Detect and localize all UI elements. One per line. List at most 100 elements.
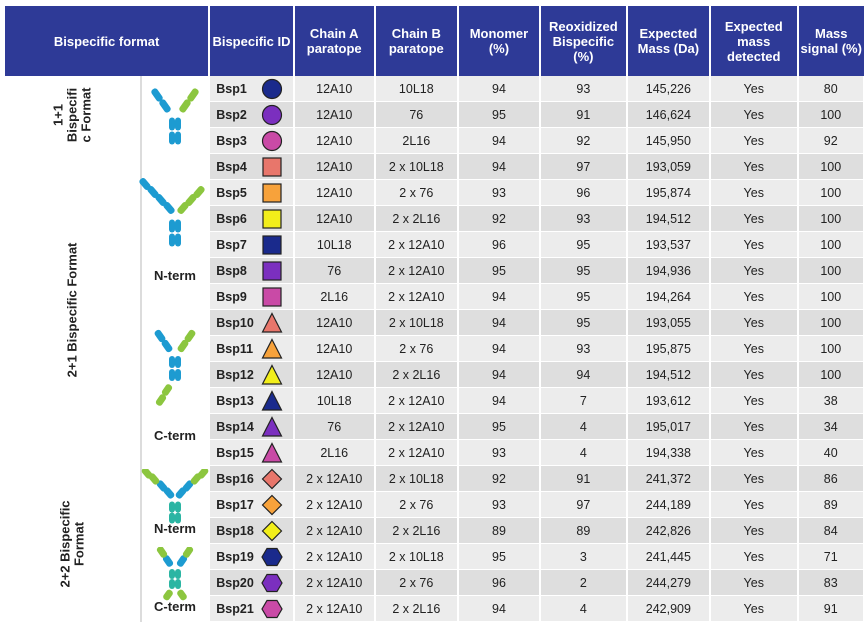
bispecific-id-cell: Bsp3 — [209, 127, 295, 154]
chain-a-cell: 12A10 — [293, 179, 376, 206]
bispecific-id-cell: Bsp9 — [209, 283, 295, 310]
chain-b-cell: 2 x 10L18 — [374, 309, 459, 336]
reoxidized-cell: 93 — [540, 76, 628, 102]
chain-b-cell: 2 x 12A10 — [374, 439, 459, 466]
diamond-marker-icon — [261, 520, 283, 542]
triangle-marker-icon — [261, 364, 283, 385]
mass-detected-cell: Yes — [710, 205, 799, 232]
bispecific-id: Bsp8 — [216, 263, 247, 278]
mass-signal-cell: 100 — [797, 283, 865, 310]
chain-b-cell: 2 x 2L16 — [374, 517, 459, 544]
mass-signal-cell: 84 — [797, 517, 865, 544]
bispecific-id-cell: Bsp13 — [209, 387, 295, 414]
reoxidized-cell: 97 — [540, 153, 628, 180]
monomer-cell: 94 — [457, 309, 542, 336]
table-row: Bsp12 12A10 2 x 2L16 94 94 194,512 Yes 100 — [5, 361, 865, 388]
table-row: 2+1 Bispecific Format N-term Bsp4 12A10 2 x … — [5, 153, 865, 466]
square-marker-icon — [262, 235, 282, 255]
bispecific-id: Bsp17 — [216, 497, 254, 512]
mass-detected-cell: Yes — [710, 387, 799, 414]
bispecific-id-cell: Bsp18 — [209, 517, 295, 544]
bispecific-id-cell: Bsp15 — [209, 439, 295, 466]
diamond-marker-icon — [261, 494, 283, 516]
mass-signal-cell: 100 — [797, 361, 865, 388]
monomer-cell: 92 — [457, 205, 542, 232]
mass-detected-cell: Yes — [710, 543, 799, 570]
antibody-icon — [154, 329, 196, 406]
bispecific-id-cell: Bsp1 — [209, 76, 295, 102]
mass-signal-cell: 100 — [797, 205, 865, 232]
bispecific-id: Bsp3 — [216, 133, 247, 148]
group-label-2plus1: 2+1 Bispecific Format — [5, 153, 142, 466]
group-label-2plus2: 2+2 Bispecific Format — [5, 465, 142, 622]
antibody-1plus1-image — [140, 76, 211, 154]
expected-mass-cell: 194,512 — [626, 361, 712, 388]
chain-b-cell: 2 x 10L18 — [374, 543, 459, 570]
bispecific-id-cell: Bsp5 — [209, 179, 295, 206]
header-monomer: Monomer (%) — [457, 6, 542, 76]
expected-mass-cell: 195,874 — [626, 179, 712, 206]
monomer-cell: 94 — [457, 387, 542, 414]
reoxidized-cell: 95 — [540, 283, 628, 310]
chain-a-cell: 12A10 — [293, 76, 376, 102]
bispecific-id: Bsp20 — [216, 575, 254, 590]
expected-mass-cell: 241,372 — [626, 465, 712, 492]
monomer-cell: 94 — [457, 361, 542, 388]
mass-detected-cell: Yes — [710, 153, 799, 180]
bispecific-id: Bsp18 — [216, 523, 254, 538]
triangle-marker-icon — [261, 390, 283, 411]
chain-b-cell: 2 x 76 — [374, 179, 459, 206]
expected-mass-cell: 195,017 — [626, 413, 712, 440]
triangle-marker-icon — [261, 442, 283, 463]
monomer-cell: 93 — [457, 179, 542, 206]
chain-a-cell: 12A10 — [293, 153, 376, 180]
mass-signal-cell: 100 — [797, 309, 865, 336]
monomer-cell: 94 — [457, 153, 542, 180]
square-marker-icon — [262, 157, 282, 177]
group-label-line: 2+1 Bispecific Format — [64, 242, 80, 377]
monomer-cell: 95 — [457, 543, 542, 570]
triangle-marker-icon — [261, 312, 283, 333]
antibody-2plus1-cterm-image: C-term — [140, 309, 211, 466]
bispecific-id: Bsp1 — [216, 81, 247, 96]
mass-signal-cell: 92 — [797, 127, 865, 154]
expected-mass-cell: 193,055 — [626, 309, 712, 336]
mass-signal-cell: 100 — [797, 335, 865, 362]
expected-mass-cell: 193,059 — [626, 153, 712, 180]
nterm-label: N-term — [154, 521, 196, 536]
header-format: Bispecific format — [5, 6, 211, 76]
expected-mass-cell: 145,950 — [626, 127, 712, 154]
chain-b-cell: 2 x 12A10 — [374, 257, 459, 284]
mass-signal-cell: 83 — [797, 569, 865, 596]
reoxidized-cell: 92 — [540, 127, 628, 154]
chain-b-cell: 2 x 10L18 — [374, 153, 459, 180]
chain-b-cell: 2 x 12A10 — [374, 413, 459, 440]
expected-mass-cell: 241,445 — [626, 543, 712, 570]
expected-mass-cell: 194,264 — [626, 283, 712, 310]
mass-detected-cell: Yes — [710, 283, 799, 310]
reoxidized-cell: 93 — [540, 335, 628, 362]
bispecific-id: Bsp15 — [216, 445, 254, 460]
header-mass-signal: Mass signal (%) — [797, 6, 864, 76]
mass-detected-cell: Yes — [710, 491, 799, 518]
reoxidized-cell: 95 — [540, 257, 628, 284]
table-row: 2+2 Bispecific Format N-term Bsp16 2 x 12A10… — [5, 465, 865, 622]
bispecific-id-cell: Bsp8 — [209, 257, 295, 284]
chain-b-cell: 2 x 76 — [374, 335, 459, 362]
table-row: Bsp17 2 x 12A10 2 x 76 93 97 244,189 Yes 89 — [5, 491, 865, 518]
reoxidized-cell: 94 — [540, 361, 628, 388]
group-label-line: c Format — [78, 87, 94, 142]
mass-detected-cell: Yes — [710, 257, 799, 284]
chain-b-cell: 2 x 12A10 — [374, 231, 459, 258]
chain-b-cell: 2 x 12A10 — [374, 283, 459, 310]
bispecific-table: Bispecific format Bispecific ID Chain A … — [5, 6, 865, 622]
expected-mass-cell: 194,936 — [626, 257, 712, 284]
monomer-cell: 89 — [457, 517, 542, 544]
mass-signal-cell: 100 — [797, 101, 865, 128]
group-label-line: 1+1 — [50, 103, 66, 126]
bispecific-id: Bsp7 — [216, 237, 247, 252]
expected-mass-cell: 244,279 — [626, 569, 712, 596]
chain-a-cell: 2L16 — [293, 439, 376, 466]
group-label-line: Format — [71, 521, 87, 566]
expected-mass-cell: 242,826 — [626, 517, 712, 544]
